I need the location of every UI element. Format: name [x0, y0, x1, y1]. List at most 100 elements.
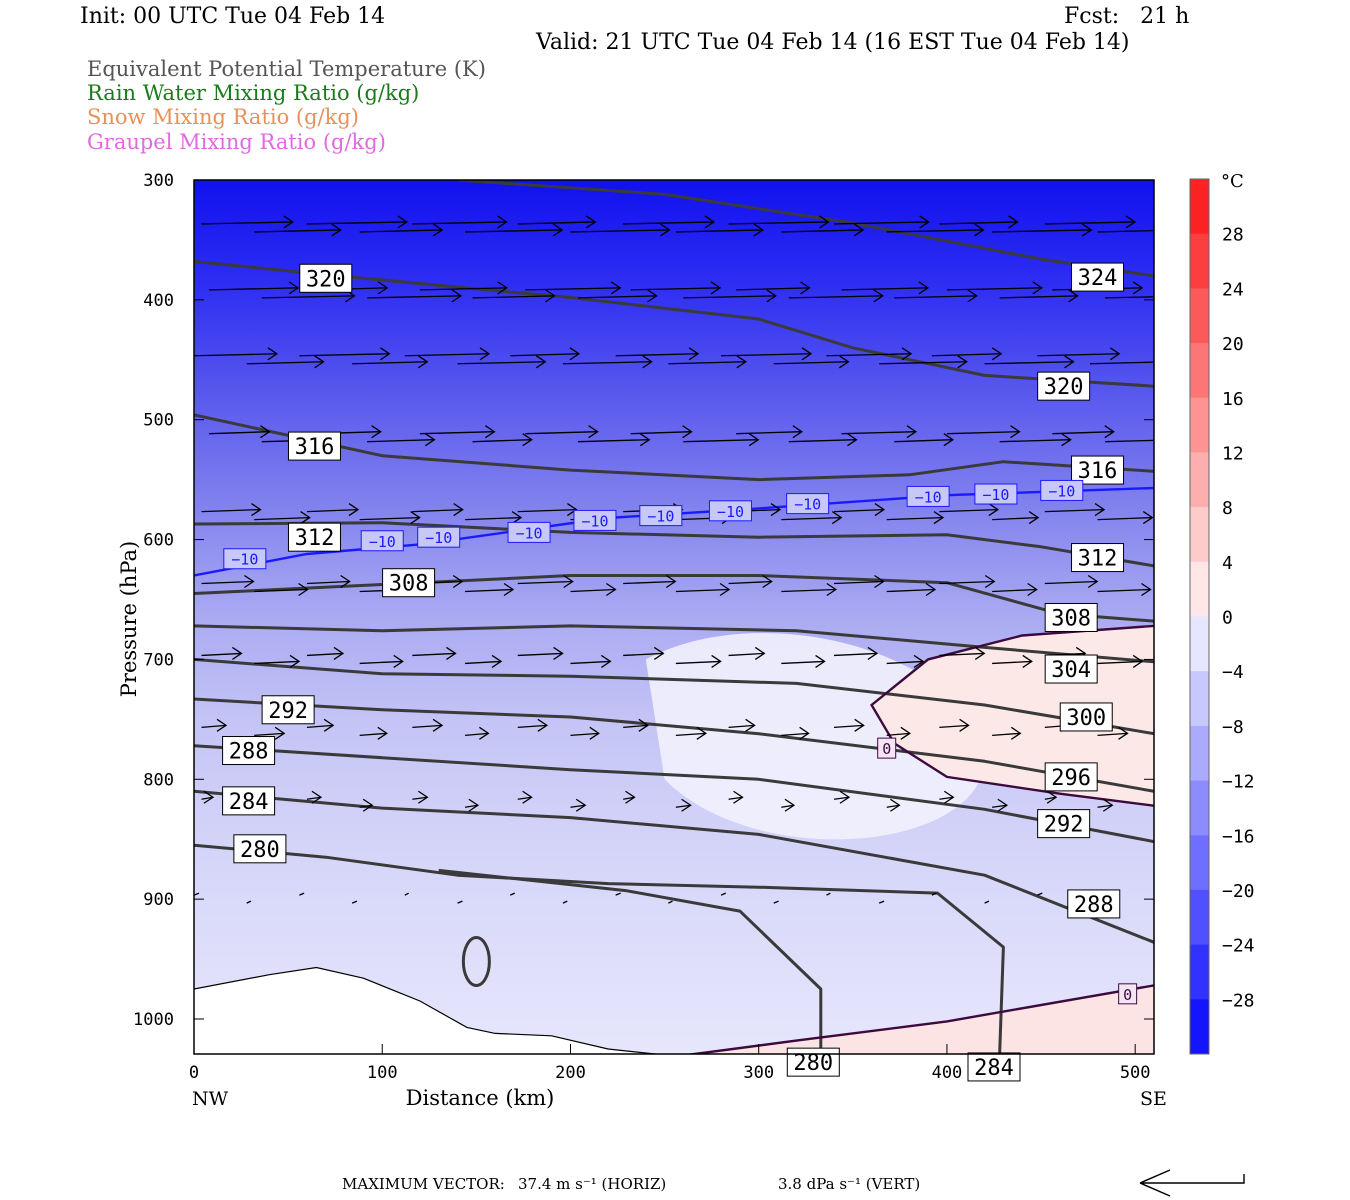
theta-e-label-box — [1044, 654, 1098, 684]
wind-vector — [419, 431, 495, 435]
wind-vector-head — [552, 223, 564, 237]
temp-label-box — [906, 485, 950, 507]
wind-vector — [721, 353, 812, 357]
theta-e-label-box — [261, 695, 315, 725]
theta-e-label-box — [382, 568, 436, 598]
x-axis-label: Distance (km) — [406, 1086, 555, 1110]
colorbar-segment — [1190, 179, 1209, 235]
wind-vector-head — [545, 289, 556, 303]
wind-vector — [939, 580, 995, 585]
wind-vector — [984, 361, 1074, 365]
wind-vector — [1105, 296, 1154, 299]
theta-e-label-box — [786, 1047, 840, 1077]
wind-vector — [570, 660, 611, 665]
wind-vector — [359, 804, 373, 808]
wind-vector — [728, 796, 743, 800]
temp-label: −10 — [369, 533, 396, 551]
theta-e-label-box — [1044, 762, 1098, 792]
wind-vector — [359, 229, 443, 233]
wind-vector-head — [639, 433, 651, 447]
theta-e-label: 284 — [974, 1056, 1014, 1081]
wind-vector-head — [906, 425, 918, 439]
wind-vector-head — [537, 718, 549, 732]
theta-e-label-box — [299, 263, 353, 293]
wind-vector-head — [340, 574, 351, 589]
colorbar-segment — [1190, 671, 1209, 727]
wind-vector-head — [1028, 511, 1040, 525]
legend-snow: Snow Mixing Ratio (g/kg) — [87, 105, 359, 129]
wind-vector-head — [918, 281, 930, 295]
wind-vector — [457, 361, 546, 365]
wind-vector — [833, 796, 850, 800]
wind-vector — [833, 580, 884, 585]
theta-e-contour-316 — [194, 413, 1154, 482]
wind-vector — [1089, 361, 1154, 365]
max-vector-label: MAXIMUM VECTOR: — [342, 1175, 505, 1193]
wind-vector-head — [900, 726, 911, 740]
wind-vector — [299, 353, 390, 357]
colorbar-frame — [1189, 178, 1210, 1055]
wind-vector — [675, 732, 706, 736]
wind-vector-head — [831, 511, 843, 525]
wind-vector-head — [988, 503, 1000, 517]
wind-vector-head — [503, 582, 515, 597]
colorbar-segment — [1190, 999, 1209, 1055]
y-tick-label: 300 — [143, 171, 174, 191]
wind-vector-head — [575, 798, 587, 812]
wind-vector-head — [839, 790, 851, 804]
temp-label: −10 — [915, 488, 942, 506]
plot-frame — [193, 179, 1155, 1055]
colorbar-tick-label: 0 — [1222, 608, 1233, 629]
wind-vector — [675, 660, 721, 665]
wind-vector-head — [1159, 356, 1168, 368]
theta-e-label-box — [1067, 889, 1121, 919]
wind-vector-head — [653, 646, 665, 660]
wind-vector — [367, 295, 461, 299]
wind-vector — [412, 796, 428, 800]
wind-vectors — [194, 215, 1168, 904]
wind-vector-head — [371, 425, 382, 439]
theta-e-label-box — [1071, 455, 1125, 485]
colorbar-tick-label: 12 — [1222, 443, 1244, 464]
wind-vector-head — [397, 215, 409, 229]
wind-vector-head — [1064, 355, 1075, 369]
wind-vector-head — [479, 347, 491, 361]
wind-vector — [781, 516, 842, 521]
wind-vector — [894, 439, 953, 443]
temp-label: −10 — [231, 551, 258, 569]
wind-vector — [773, 361, 849, 365]
y-tick-label: 400 — [143, 291, 174, 311]
temp-label: −10 — [516, 524, 543, 542]
colorbar-tick-label: 28 — [1222, 225, 1244, 246]
terrain-fill — [194, 967, 665, 1054]
temp-label-box — [639, 505, 683, 527]
colorbar-tick-label: −20 — [1222, 881, 1255, 902]
wind-vector — [939, 652, 985, 657]
wind-vector — [630, 287, 721, 291]
theta-e-label-box — [222, 736, 276, 766]
temp-label-box — [1040, 479, 1084, 501]
temp-label: 0 — [1123, 986, 1132, 1004]
reference-vector-arrow — [1139, 1169, 1245, 1197]
wind-vector — [577, 439, 650, 443]
wind-vector-head — [1032, 281, 1043, 295]
wind-vector-head — [1010, 425, 1021, 439]
wind-vector — [1044, 796, 1057, 800]
wind-vector — [570, 804, 586, 808]
wind-vector — [201, 508, 261, 513]
wind-vector-head — [681, 798, 692, 812]
wind-vector-head — [919, 215, 930, 229]
wind-vector — [1105, 439, 1154, 443]
wind-vector-head — [497, 215, 508, 229]
wind-vector — [412, 652, 456, 657]
wind-vector-head — [453, 503, 464, 517]
wind-vector-head — [1094, 503, 1106, 517]
colorbar-tick-label: −4 — [1222, 662, 1244, 683]
wind-vector — [668, 361, 746, 365]
wind-vector-head — [589, 726, 600, 740]
wind-vector — [465, 732, 489, 736]
wind-vector-head — [854, 718, 865, 732]
wind-vector-head — [1118, 726, 1129, 740]
wind-vector-head — [925, 582, 937, 597]
wind-vector — [562, 900, 568, 904]
